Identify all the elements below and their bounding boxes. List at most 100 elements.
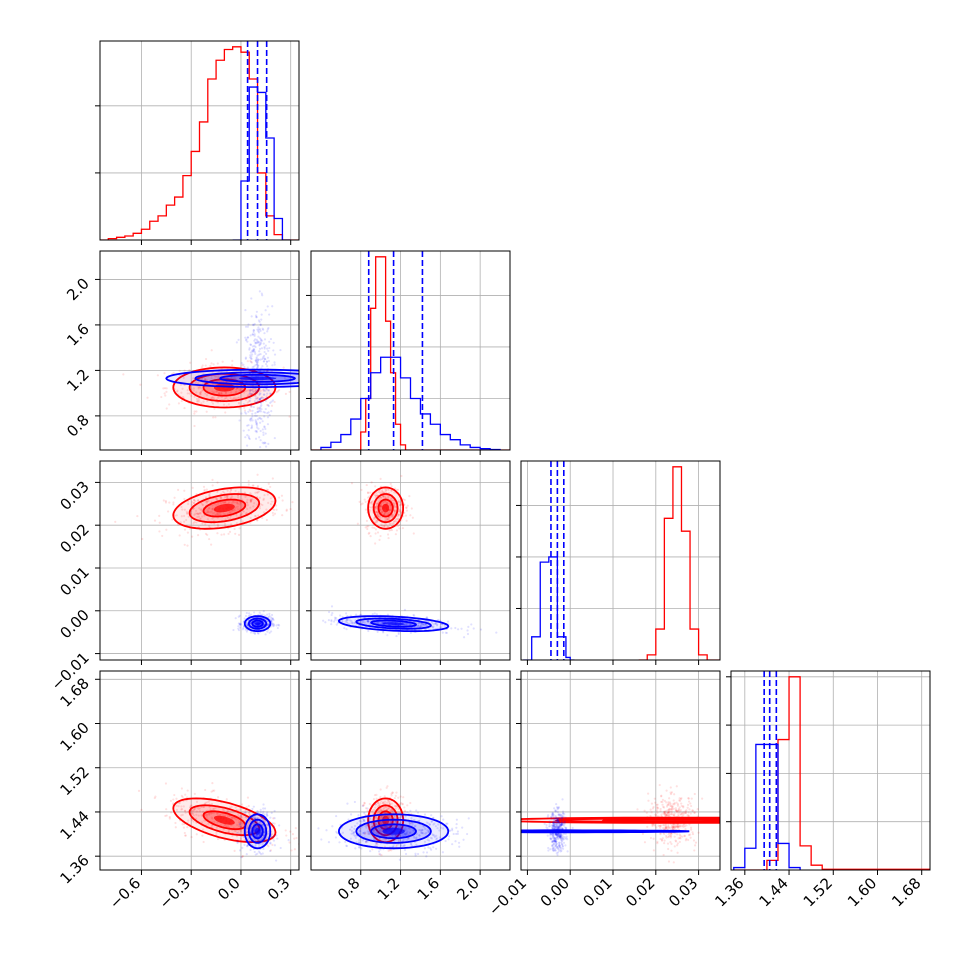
scatter-point [202, 828, 205, 831]
scatter-point [701, 797, 704, 800]
scatter-point [341, 831, 344, 834]
scatter-point [379, 477, 382, 480]
scatter-point [651, 823, 655, 826]
scatter-point [242, 363, 245, 366]
scatter-point [232, 500, 235, 503]
scatter-point [385, 826, 388, 829]
scatter-point [180, 808, 183, 811]
scatter-point [230, 816, 233, 819]
scatter-point [252, 829, 256, 832]
scatter-point [689, 836, 692, 839]
scatter-point [420, 832, 424, 835]
scatter-point [265, 396, 269, 400]
scatter-point [289, 507, 292, 511]
scatter-point [255, 390, 259, 393]
scatter-point [386, 785, 389, 788]
scatter-point [424, 619, 427, 623]
scatter-point [374, 822, 378, 826]
scatter-point [251, 333, 254, 336]
scatter-point [261, 357, 264, 361]
scatter-point [553, 840, 557, 843]
scatter-point [210, 812, 214, 815]
scatter-point [379, 801, 382, 805]
scatter-point [456, 832, 459, 835]
scatter-point [676, 804, 680, 807]
scatter-point [335, 814, 338, 818]
scatter-point [391, 845, 394, 848]
scatter-point [388, 803, 392, 806]
scatter-point [466, 632, 470, 636]
scatter-point [651, 823, 654, 826]
scatter-point [272, 839, 276, 842]
scatter-point [392, 501, 395, 505]
scatter-point [677, 825, 681, 828]
scatter-point [345, 628, 348, 631]
scatter-point [254, 352, 257, 355]
scatter-point [370, 481, 373, 484]
scatter-point [358, 819, 362, 822]
scatter-point [366, 491, 370, 494]
scatter-point [269, 392, 272, 396]
scatter-point [248, 813, 251, 817]
scatter-point [694, 841, 698, 844]
scatter-point [683, 825, 687, 828]
scatter-point [667, 812, 670, 815]
scatter-point [238, 808, 241, 811]
scatter-point [643, 841, 647, 844]
scatter-point [682, 824, 685, 827]
scatter-point [397, 826, 400, 829]
scatter-point [234, 397, 238, 400]
scatter-point [371, 613, 374, 616]
scatter-point [262, 396, 265, 400]
scatter-point [347, 818, 350, 821]
scatter-point [382, 822, 385, 825]
scatter-point [250, 424, 253, 427]
scatter-point [223, 491, 226, 494]
scatter-point [256, 410, 259, 414]
scatter-point [252, 330, 255, 334]
scatter-point [367, 629, 370, 633]
scatter-point [656, 811, 659, 814]
scatter-point [213, 407, 216, 410]
scatter-point [249, 343, 252, 346]
scatter-point [404, 833, 407, 837]
scatter-point [250, 392, 253, 396]
scatter-point [387, 536, 390, 540]
scatter-point [245, 853, 248, 856]
scatter-point [217, 396, 220, 399]
scatter-point [254, 389, 257, 392]
scatter-point [257, 632, 260, 635]
scatter-point [251, 498, 254, 501]
scatter-point [363, 498, 366, 501]
scatter-point [361, 804, 364, 808]
scatter-point [153, 519, 157, 522]
scatter-point [275, 859, 278, 862]
scatter-point [679, 797, 683, 801]
scatter-point [365, 519, 369, 522]
scatter-point [259, 358, 262, 361]
scatter-point [211, 402, 215, 405]
scatter-point [244, 495, 247, 499]
scatter-point [188, 369, 191, 372]
scatter-point [369, 535, 372, 538]
scatter-point [244, 411, 247, 414]
scatter-point [156, 374, 159, 377]
scatter-point [398, 508, 401, 511]
scatter-point [251, 816, 254, 820]
scatter-point [362, 819, 366, 822]
scatter-point [234, 817, 237, 820]
scatter-point [402, 816, 405, 820]
scatter-point [392, 499, 395, 502]
scatter-point [273, 809, 276, 813]
contour-line [165, 368, 299, 388]
scatter-point [438, 836, 441, 839]
scatter-point [239, 825, 242, 829]
scatter-point [195, 810, 198, 813]
scatter-point [673, 801, 676, 805]
scatter-point [393, 502, 396, 505]
scatter-point [393, 487, 397, 490]
scatter-point [235, 341, 238, 344]
scatter-point [254, 314, 258, 317]
scatter-point [374, 505, 377, 509]
scatter-point [371, 825, 374, 828]
